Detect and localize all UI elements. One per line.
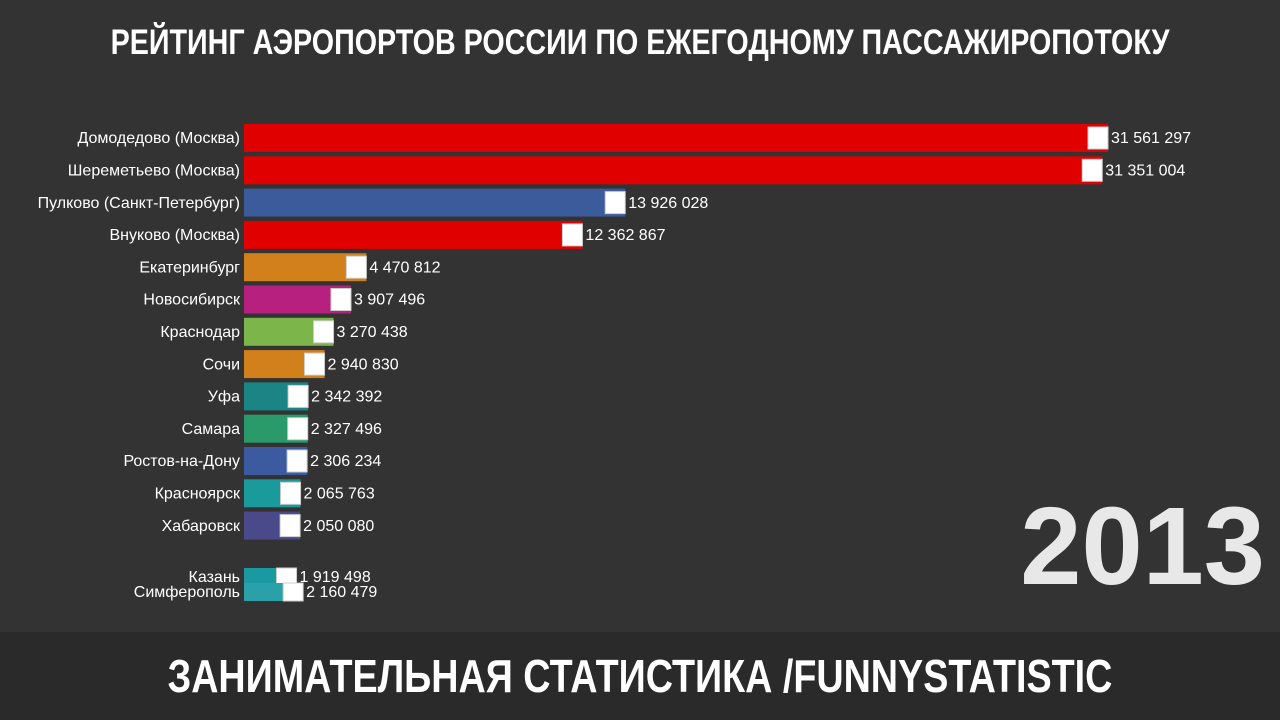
value-label: 3 907 496 <box>354 292 425 309</box>
category-label: Казань <box>189 569 240 586</box>
value-label: 4 470 812 <box>369 259 440 276</box>
logo <box>1081 158 1103 182</box>
logo <box>287 384 309 408</box>
category-label: Домодедово (Москва) <box>77 130 240 147</box>
bar <box>244 188 626 217</box>
bar <box>244 156 1103 185</box>
category-label: Краснодар <box>160 324 240 341</box>
chart-title: РЕЙТИНГ АЭРОПОРТОВ РОССИИ ПО ЕЖЕГОДНОМУ … <box>111 23 1171 62</box>
logo <box>604 191 626 215</box>
logo <box>280 481 302 505</box>
category-label: Внуково (Москва) <box>109 227 240 244</box>
logo <box>304 352 326 376</box>
value-label: 2 306 234 <box>310 453 381 470</box>
logo <box>282 582 304 602</box>
logo <box>286 449 308 473</box>
value-label: 13 926 028 <box>628 195 708 212</box>
footer-text: ЗАНИМАТЕЛЬНАЯ СТАТИСТИКА /FUNNYSTATISTIC <box>168 651 1113 702</box>
category-label: Ростов-на-Дону <box>123 453 240 470</box>
logo <box>330 288 352 311</box>
logo <box>287 417 309 441</box>
logo <box>279 514 301 538</box>
category-label: Пулково (Санкт-Петербург) <box>38 195 240 212</box>
category-label: Красноярск <box>155 486 241 503</box>
logo <box>313 320 335 344</box>
footer-band <box>0 632 1280 720</box>
value-label: 2 940 830 <box>328 356 399 373</box>
year: 2013 <box>1020 485 1265 608</box>
category-label: Сочи <box>203 356 240 373</box>
value-label: 31 351 004 <box>1105 163 1185 180</box>
category-label: Новосибирск <box>143 292 241 309</box>
value-label: 2 065 763 <box>304 486 375 503</box>
bar <box>244 220 583 249</box>
category-label: Екатеринбург <box>139 259 240 276</box>
category-label: Хабаровск <box>162 518 241 535</box>
category-label: Уфа <box>208 389 240 406</box>
category-label: Шереметьево (Москва) <box>68 163 240 180</box>
logo <box>561 223 583 247</box>
logo <box>345 255 367 279</box>
logo <box>1087 126 1109 150</box>
value-label: 1 919 498 <box>300 569 371 586</box>
value-label: 31 561 297 <box>1111 130 1191 147</box>
value-label: 2 160 479 <box>306 584 377 601</box>
value-label: 12 362 867 <box>585 227 665 244</box>
category-label: Самара <box>182 421 240 438</box>
value-label: 2 342 392 <box>311 389 382 406</box>
value-label: 3 270 438 <box>337 324 408 341</box>
value-label: 2 050 080 <box>303 518 374 535</box>
category-label: Симферополь <box>134 584 240 601</box>
value-label: 2 327 496 <box>311 421 382 438</box>
bar <box>244 124 1108 152</box>
